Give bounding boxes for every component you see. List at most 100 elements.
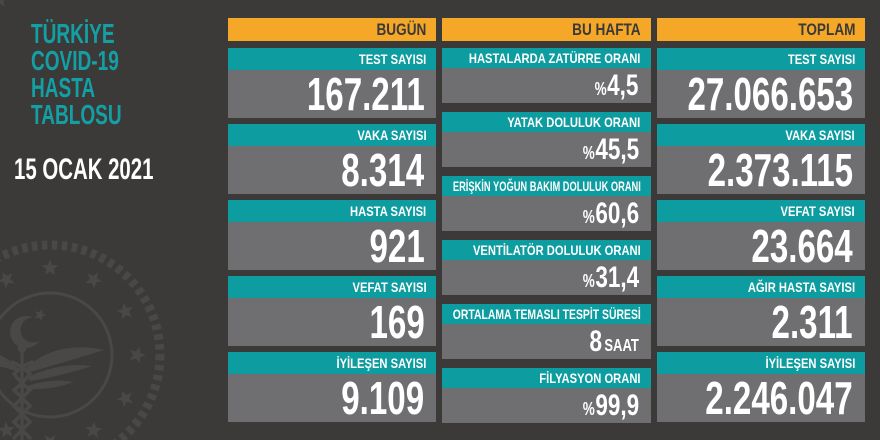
board-title-line: TABLOSU [31,99,122,130]
column-header-toplam: TOPLAM [656,18,865,41]
stat-value: 2.311 [772,295,853,349]
stat-label-bar: VENTİLATÖR DOLULUK ORANI [442,240,651,260]
stat-label-bar: ORTALAMA TEMASLI TESPİT SÜRESİ [442,304,651,324]
value-suffix: SAAT [604,334,639,355]
stat-label: VAKA SAYISI [357,127,427,143]
stat-label-bar: HASTALARDA ZATÜRRE ORANI [442,48,651,68]
stat-card-temasli-tespit-suresi: ORTALAMA TEMASLI TESPİT SÜRESİ 8 SAAT [442,304,651,359]
stat-label: ORTALAMA TEMASLI TESPİT SÜRESİ [452,306,641,322]
stat-card-iyilesen-sayisi-toplam: İYİLEŞEN SAYISI 2.246.047 [656,352,865,425]
stat-value-box: %60,6 [442,196,651,231]
value-main: 31,4 [594,260,639,294]
stat-label: HASTA SAYISI [350,203,427,219]
crescent-star-icon [10,306,48,348]
stat-value: %45,5 [582,133,638,167]
stat-value: 8.314 [341,143,424,197]
ministry-of-health-emblem-icon [0,0,165,440]
stat-value: 167.211 [306,67,424,121]
stats-grid: BUGÜN TEST SAYISI 167.211 VAKA SAYISI 8.… [228,18,865,425]
stat-value-box: %4,5 [442,68,651,103]
stat-label: VAKA SAYISI [785,127,855,143]
stat-value-box: 2.311 [656,295,865,349]
stat-value-box: 2.373.115 [656,143,865,197]
value-main: 8 [589,324,602,358]
stat-label-bar: VAKA SAYISI [228,124,437,146]
stat-value: %60,6 [582,197,638,231]
stat-label-bar: VEFAT SAYISI [656,200,865,222]
stat-card-hasta-sayisi-bugun: HASTA SAYISI 921 [228,200,437,273]
stat-card-filyasyon-orani: FİLYASYON ORANI %99,9 [442,368,651,423]
stat-value-box: %99,9 [442,388,651,423]
value-prefix: % [582,398,595,419]
stat-value: 8 SAAT [589,325,638,359]
report-date: 15 OCAK 2021 [14,153,154,186]
stat-value: 2.373.115 [707,143,853,197]
value-main: 45,5 [594,132,639,166]
stat-value-box: 27.066.653 [656,67,865,121]
stat-value: 9.109 [341,371,424,425]
stat-card-agir-hasta-sayisi: AĞIR HASTA SAYISI 2.311 [656,276,865,349]
stat-value-box: 2.246.047 [656,371,865,425]
column-header-bu-hafta: BU HAFTA [442,18,651,41]
value-main: 8.314 [341,144,425,196]
stat-label-bar: TEST SAYISI [228,48,437,70]
stat-label: FİLYASYON ORANI [539,370,641,386]
value-main: 921 [369,220,425,272]
stat-label: ERİŞKİN YOĞUN BAKIM DOLULUK ORANI [452,178,641,194]
stat-value-box: 8 SAAT [442,324,651,359]
value-main: 2.246.047 [705,372,853,424]
caduceus-icon [0,343,104,440]
stat-value-box: 167.211 [228,67,437,121]
value-main: 169 [369,296,425,348]
stat-card-zaturre-orani: HASTALARDA ZATÜRRE ORANI %4,5 [442,48,651,103]
value-main: 2.373.115 [707,144,853,196]
board-title-line: TÜRKİYE [31,18,115,49]
value-prefix: % [582,206,595,227]
stat-label-bar: FİLYASYON ORANI [442,368,651,388]
sidebar: TÜRKİYE COVID-19 HASTA TABLOSU 15 OCAK 2… [0,0,228,440]
stat-value-box: %31,4 [442,260,651,295]
board-title-line: COVID-19 [31,45,119,76]
stat-label: TEST SAYISI [787,51,855,67]
board-title-line: HASTA [31,72,96,103]
stat-value: 27.066.653 [687,67,853,121]
stat-value-box: 9.109 [228,371,437,425]
stat-label-bar: İYİLEŞEN SAYISI [228,352,437,374]
stat-label: HASTALARDA ZATÜRRE ORANI [469,50,641,66]
stat-label: VENTİLATÖR DOLULUK ORANI [472,242,641,258]
stat-value-box: 23.664 [656,219,865,273]
value-main: 2.311 [771,296,853,348]
star-ring-icon [0,0,146,440]
stat-card-test-sayisi-toplam: TEST SAYISI 27.066.653 [656,48,865,121]
stat-label-bar: VEFAT SAYISI [228,276,437,298]
stat-value: %4,5 [595,69,639,103]
stat-card-ventilator-doluluk: VENTİLATÖR DOLULUK ORANI %31,4 [442,240,651,295]
stat-value: 23.664 [752,219,853,273]
value-main: 60,6 [594,196,639,230]
value-main: 99,9 [594,388,639,422]
stat-card-vefat-sayisi-toplam: VEFAT SAYISI 23.664 [656,200,865,273]
value-prefix: % [582,142,595,163]
value-prefix: % [594,78,607,99]
stat-value-box: 921 [228,219,437,273]
stat-label: İYİLEŞEN SAYISI [765,355,855,371]
stat-label-bar: YATAK DOLULUK ORANI [442,112,651,132]
board-title: TÜRKİYE COVID-19 HASTA TABLOSU [31,18,228,130]
stat-card-vaka-sayisi-toplam: VAKA SAYISI 2.373.115 [656,124,865,197]
stat-label: YATAK DOLULUK ORANI [507,114,641,130]
stat-value: %99,9 [582,389,638,423]
stat-label: TEST SAYISI [358,51,427,67]
stat-label-bar: İYİLEŞEN SAYISI [656,352,865,374]
stat-value: 2.246.047 [706,371,853,425]
stat-label: VEFAT SAYISI [352,279,427,295]
value-main: 167.211 [306,68,425,120]
value-main: 9.109 [341,372,425,424]
stat-label-bar: TEST SAYISI [656,48,865,70]
column-toplam: TOPLAM TEST SAYISI 27.066.653 VAKA SAYIS… [656,18,865,425]
value-main: 23.664 [751,220,853,272]
stat-value-box: 8.314 [228,143,437,197]
stat-label-bar: AĞIR HASTA SAYISI [656,276,865,298]
stat-label: İYİLEŞEN SAYISI [336,355,427,371]
stat-value: 921 [369,219,424,273]
stat-value-box: 169 [228,296,437,348]
